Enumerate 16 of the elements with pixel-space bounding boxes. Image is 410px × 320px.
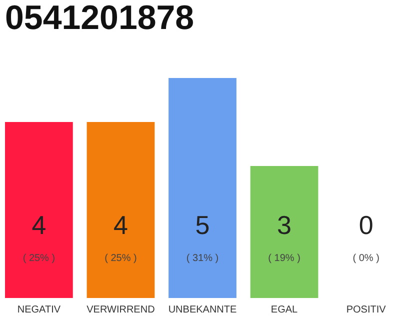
annotation: ( 0% ) xyxy=(352,253,380,264)
x-tick-label: POSITIV xyxy=(346,304,386,316)
data-label: 3 xyxy=(277,210,292,240)
annotation: ( 31% ) xyxy=(186,253,219,264)
chart-title: 0541201878 xyxy=(5,0,194,37)
annotation: ( 25% ) xyxy=(104,253,137,264)
data-label: 4 xyxy=(32,210,46,240)
data-label: 5 xyxy=(195,210,210,240)
x-tick-label: VERWIRREND xyxy=(86,304,155,316)
data-label: 4 xyxy=(113,210,128,240)
data-label: 0 xyxy=(358,210,374,240)
x-tick-label: EGAL xyxy=(270,304,298,316)
annotation: ( 25% ) xyxy=(22,253,56,264)
x-tick-label: NEGATIV xyxy=(17,304,61,316)
x-tick-label: UNBEKANNTE xyxy=(168,304,237,316)
annotation: ( 19% ) xyxy=(268,253,300,264)
